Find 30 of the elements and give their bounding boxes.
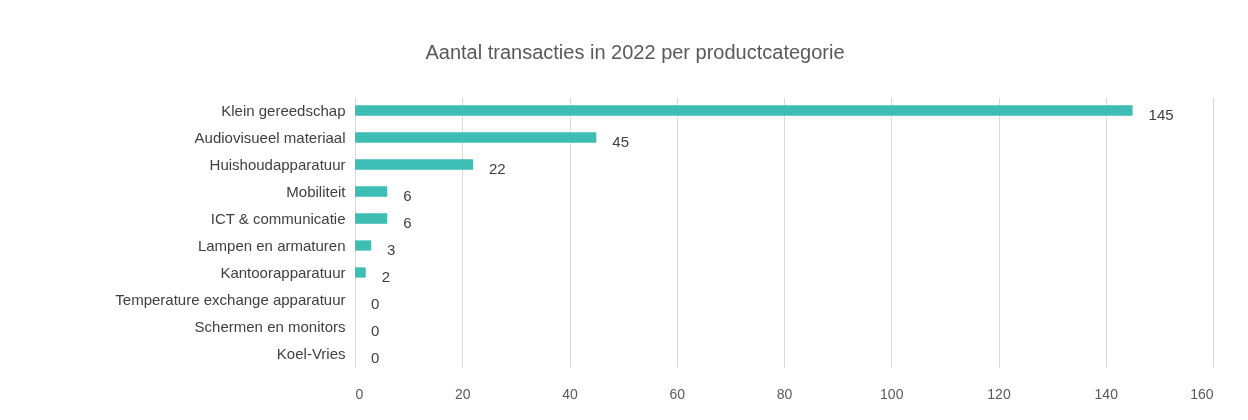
y-tick-label: Kantoorapparatuur [220,263,346,281]
x-tick-label: 140 [1094,385,1119,402]
y-tick-label: Mobiliteit [286,182,347,200]
y-tick-label: Koel-Vries [276,344,346,362]
x-tick-label: 80 [776,385,793,402]
data-label: 2 [381,267,391,285]
x-tick-label: 160 [1190,385,1214,402]
y-tick-label: Lampen en armaturen [197,236,346,254]
y-tick-label: Schermen en monitors [194,317,346,335]
y-tick-label: Huishoudapparatuur [209,155,346,173]
y-tick-label: ICT & communicatie [210,209,346,227]
data-label: 6 [403,213,412,231]
y-tick-label: Temperature exchange apparatuur [115,290,346,308]
x-tick-label: 100 [880,385,904,402]
data-label: 3 [387,240,396,258]
data-label: 0 [371,294,380,312]
y-tick-label: Klein gereedschap [221,101,346,119]
data-label: 22 [488,159,506,177]
x-tick-label: 120 [987,385,1011,402]
data-label: 0 [371,321,380,339]
data-label: 0 [371,348,380,366]
x-tick-label: 0 [355,385,364,402]
data-label: 45 [612,132,629,150]
chart-title: Aantal transacties in 2022 per productcategorie [425,41,845,63]
x-tick-label: 20 [454,385,471,402]
y-tick-label: Audiovisueel materiaal [194,128,346,146]
x-tick-label: 60 [669,385,686,402]
data-label: 6 [403,186,412,204]
data-label: 145 [1148,105,1174,123]
x-tick-label: 40 [562,385,578,402]
